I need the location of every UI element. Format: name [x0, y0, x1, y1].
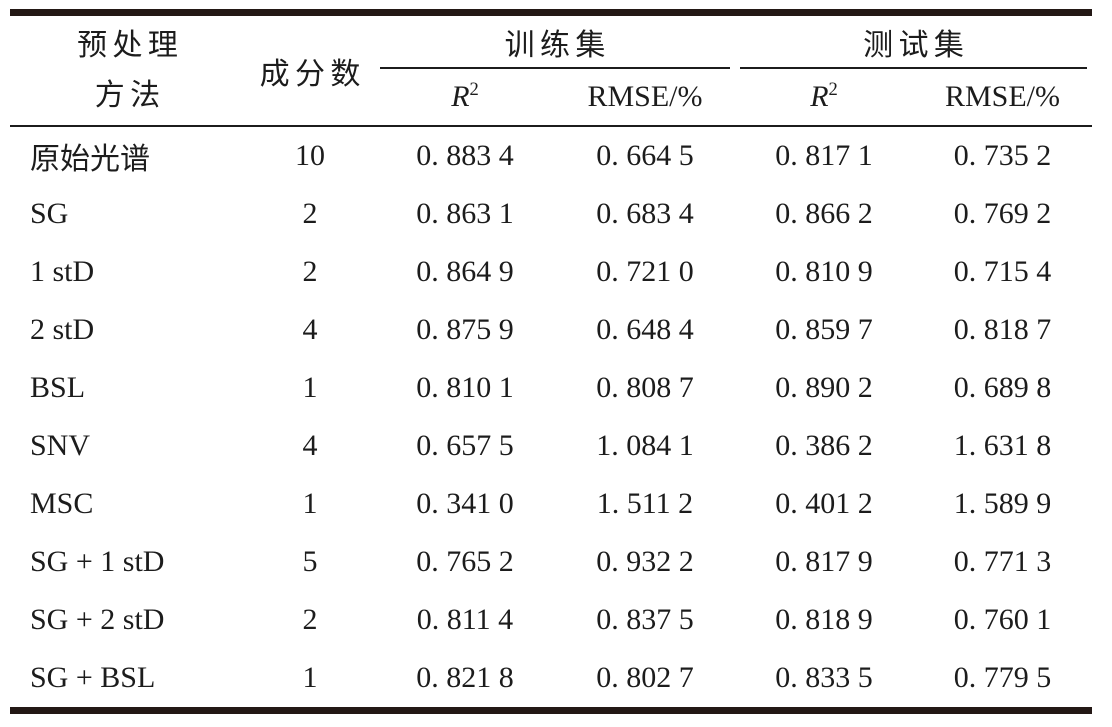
cell-test-r2: 0. 386 2 — [775, 429, 873, 462]
cell-train-r2: 0. 875 9 — [416, 313, 514, 346]
col-header-test-r2: R2 — [735, 69, 913, 127]
cell-test-r2: 0. 817 1 — [775, 139, 873, 172]
cell-train-r2: 0. 864 9 — [416, 255, 514, 288]
cell-method: 2 stD — [30, 313, 95, 346]
cell-test-rmse: 0. 771 3 — [953, 545, 1052, 578]
col-header-components: 成分数 — [245, 12, 375, 127]
col-header-method: 预处理 方法 — [10, 12, 245, 127]
method-header-line1: 预处理 — [77, 28, 184, 62]
cell-components: 5 — [302, 545, 318, 578]
cell-test-rmse: 0. 769 2 — [953, 197, 1052, 230]
cell-train-rmse: 1. 511 2 — [596, 487, 694, 520]
cell-test-rmse: 0. 779 5 — [953, 661, 1052, 694]
cell-train-r2: 0. 765 2 — [416, 545, 514, 578]
cell-components: 4 — [302, 313, 318, 346]
train-group-label: 训练集 — [380, 16, 730, 69]
cell-test-r2: 0. 833 5 — [775, 661, 873, 694]
cell-test-r2: 0. 866 2 — [775, 197, 873, 230]
table-row: SG + 1 stD 5 0. 765 2 0. 932 2 0. 817 9 … — [10, 533, 1092, 591]
cell-components: 2 — [302, 603, 318, 636]
cell-train-rmse: 0. 808 7 — [596, 371, 694, 404]
cell-train-rmse: 0. 802 7 — [596, 661, 694, 694]
cell-method: MSC — [30, 487, 94, 520]
cell-test-rmse: 1. 589 9 — [953, 487, 1052, 520]
cell-test-rmse: 0. 735 2 — [953, 139, 1052, 172]
cell-method: SG + BSL — [30, 661, 156, 694]
table-row: SG + 2 stD 2 0. 811 4 0. 837 5 0. 818 9 … — [10, 591, 1092, 649]
table-row: BSL 1 0. 810 1 0. 808 7 0. 890 2 0. 689 … — [10, 359, 1092, 417]
cell-test-r2: 0. 859 7 — [775, 313, 873, 346]
cell-components: 1 — [302, 371, 318, 404]
table-row: 1 stD 2 0. 864 9 0. 721 0 0. 810 9 0. 71… — [10, 243, 1092, 301]
table-row: 原始光谱 10 0. 883 4 0. 664 5 0. 817 1 0. 73… — [10, 126, 1092, 185]
header-row-groups: 预处理 方法 成分数 训练集 测试集 — [10, 12, 1092, 127]
cell-test-rmse: 0. 818 7 — [953, 313, 1052, 346]
cell-train-rmse: 1. 084 1 — [596, 429, 694, 462]
cell-method: SG + 1 stD — [30, 545, 165, 578]
cell-method: 原始光谱 — [30, 143, 150, 176]
cell-components: 1 — [302, 661, 318, 694]
header-row-metrics: R2 RMSE/% R2 RMSE/% — [10, 69, 1092, 127]
cell-test-r2: 0. 817 9 — [775, 545, 873, 578]
cell-components: 2 — [302, 255, 318, 288]
cell-method: SG — [30, 197, 69, 230]
cell-components: 4 — [302, 429, 318, 462]
cell-train-r2: 0. 883 4 — [416, 139, 514, 172]
col-group-train: 训练集 — [375, 13, 735, 69]
r2-sup: 2 — [828, 79, 838, 100]
table-row: 2 stD 4 0. 875 9 0. 648 4 0. 859 7 0. 81… — [10, 301, 1092, 359]
cell-train-r2: 0. 811 4 — [416, 603, 514, 636]
r2-sup: 2 — [469, 79, 479, 100]
col-header-test-rmse: RMSE/% — [913, 69, 1092, 127]
table-body: 原始光谱 10 0. 883 4 0. 664 5 0. 817 1 0. 73… — [10, 126, 1092, 711]
col-header-train-rmse: RMSE/% — [555, 69, 735, 127]
cell-train-r2: 0. 863 1 — [416, 197, 514, 230]
r2-base: R — [810, 80, 829, 113]
cell-method: SG + 2 stD — [30, 603, 165, 636]
cell-train-r2: 0. 657 5 — [416, 429, 514, 462]
cell-test-rmse: 0. 689 8 — [953, 371, 1052, 404]
cell-test-rmse: 1. 631 8 — [953, 429, 1052, 462]
table-row: SNV 4 0. 657 5 1. 084 1 0. 386 2 1. 631 … — [10, 417, 1092, 475]
table-header: 预处理 方法 成分数 训练集 测试集 R2 RMSE/% R2 — [10, 12, 1092, 127]
cell-train-rmse: 0. 664 5 — [596, 139, 694, 172]
results-table: 预处理 方法 成分数 训练集 测试集 R2 RMSE/% R2 — [10, 9, 1092, 714]
cell-test-r2: 0. 401 2 — [775, 487, 873, 520]
cell-train-rmse: 0. 683 4 — [596, 197, 694, 230]
method-header-line2: 方法 — [94, 78, 166, 112]
test-group-label: 测试集 — [740, 16, 1087, 69]
r2-base: R — [451, 80, 470, 113]
cell-train-rmse: 0. 932 2 — [596, 545, 694, 578]
r2-label: R2 — [810, 80, 838, 113]
cell-test-r2: 0. 890 2 — [775, 371, 873, 404]
cell-train-r2: 0. 821 8 — [416, 661, 514, 694]
r2-label: R2 — [451, 80, 479, 113]
cell-train-r2: 0. 341 0 — [416, 487, 514, 520]
cell-components: 1 — [302, 487, 318, 520]
cell-method: 1 stD — [30, 255, 95, 288]
cell-test-rmse: 0. 760 1 — [953, 603, 1052, 636]
cell-test-r2: 0. 818 9 — [775, 603, 873, 636]
cell-method: SNV — [30, 429, 91, 462]
table-row: SG + BSL 1 0. 821 8 0. 802 7 0. 833 5 0.… — [10, 649, 1092, 711]
cell-method: BSL — [30, 371, 86, 404]
table-row: SG 2 0. 863 1 0. 683 4 0. 866 2 0. 769 2 — [10, 185, 1092, 243]
col-header-train-r2: R2 — [375, 69, 555, 127]
cell-components: 2 — [302, 197, 318, 230]
cell-train-rmse: 0. 837 5 — [596, 603, 694, 636]
cell-train-rmse: 0. 648 4 — [596, 313, 694, 346]
col-group-test: 测试集 — [735, 13, 1092, 69]
cell-test-rmse: 0. 715 4 — [953, 255, 1052, 288]
cell-test-r2: 0. 810 9 — [775, 255, 873, 288]
cell-train-rmse: 0. 721 0 — [596, 255, 694, 288]
table-row: MSC 1 0. 341 0 1. 511 2 0. 401 2 1. 589 … — [10, 475, 1092, 533]
cell-train-r2: 0. 810 1 — [416, 371, 514, 404]
cell-components: 10 — [295, 139, 325, 172]
